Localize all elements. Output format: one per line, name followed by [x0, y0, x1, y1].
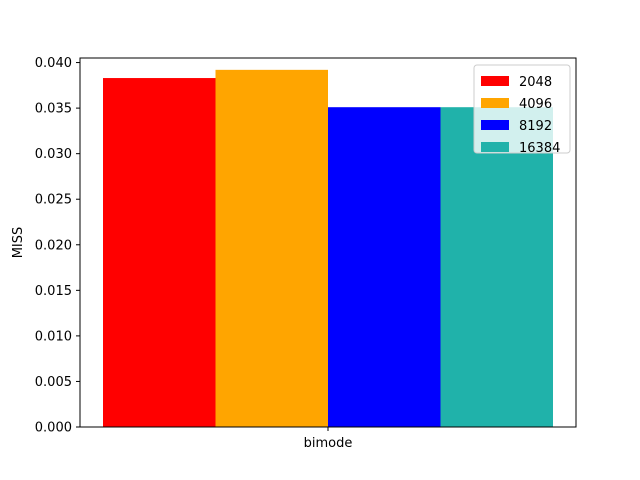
legend-label-2048: 2048	[519, 75, 552, 90]
y-tick-label: 0.010	[35, 329, 72, 344]
x-axis-ticks: bimode	[304, 427, 353, 451]
y-tick-label: 0.030	[35, 147, 72, 162]
y-tick-label: 0.025	[35, 193, 72, 208]
y-tick-label: 0.020	[35, 238, 72, 253]
legend: 2048 4096 8192 16384	[473, 64, 571, 156]
legend-swatch-4096	[481, 98, 509, 108]
bar-16384	[440, 107, 553, 427]
legend-swatch-8192	[481, 120, 509, 130]
x-tick-label: bimode	[304, 436, 353, 451]
legend-swatch-16384	[481, 142, 509, 152]
y-tick-label: 0.000	[35, 421, 72, 436]
y-tick-label: 0.035	[35, 102, 72, 117]
legend-label-16384: 16384	[519, 141, 560, 156]
bars-group	[103, 69, 553, 428]
legend-label-8192: 8192	[519, 119, 552, 134]
bar-8192	[328, 107, 441, 427]
bar-2048	[103, 78, 216, 428]
y-tick-label: 0.040	[35, 56, 72, 71]
legend-box	[473, 64, 571, 154]
legend-label-4096: 4096	[519, 97, 552, 112]
y-tick-label: 0.005	[35, 375, 72, 390]
legend-swatch-2048	[481, 76, 509, 86]
y-axis-ticks: 0.000 0.005 0.010 0.015 0.020 0.025 0.030 0.035…	[35, 56, 80, 436]
y-tick-label: 0.015	[35, 284, 72, 299]
y-axis-label: MISS	[11, 227, 26, 259]
bar-4096	[215, 69, 328, 427]
